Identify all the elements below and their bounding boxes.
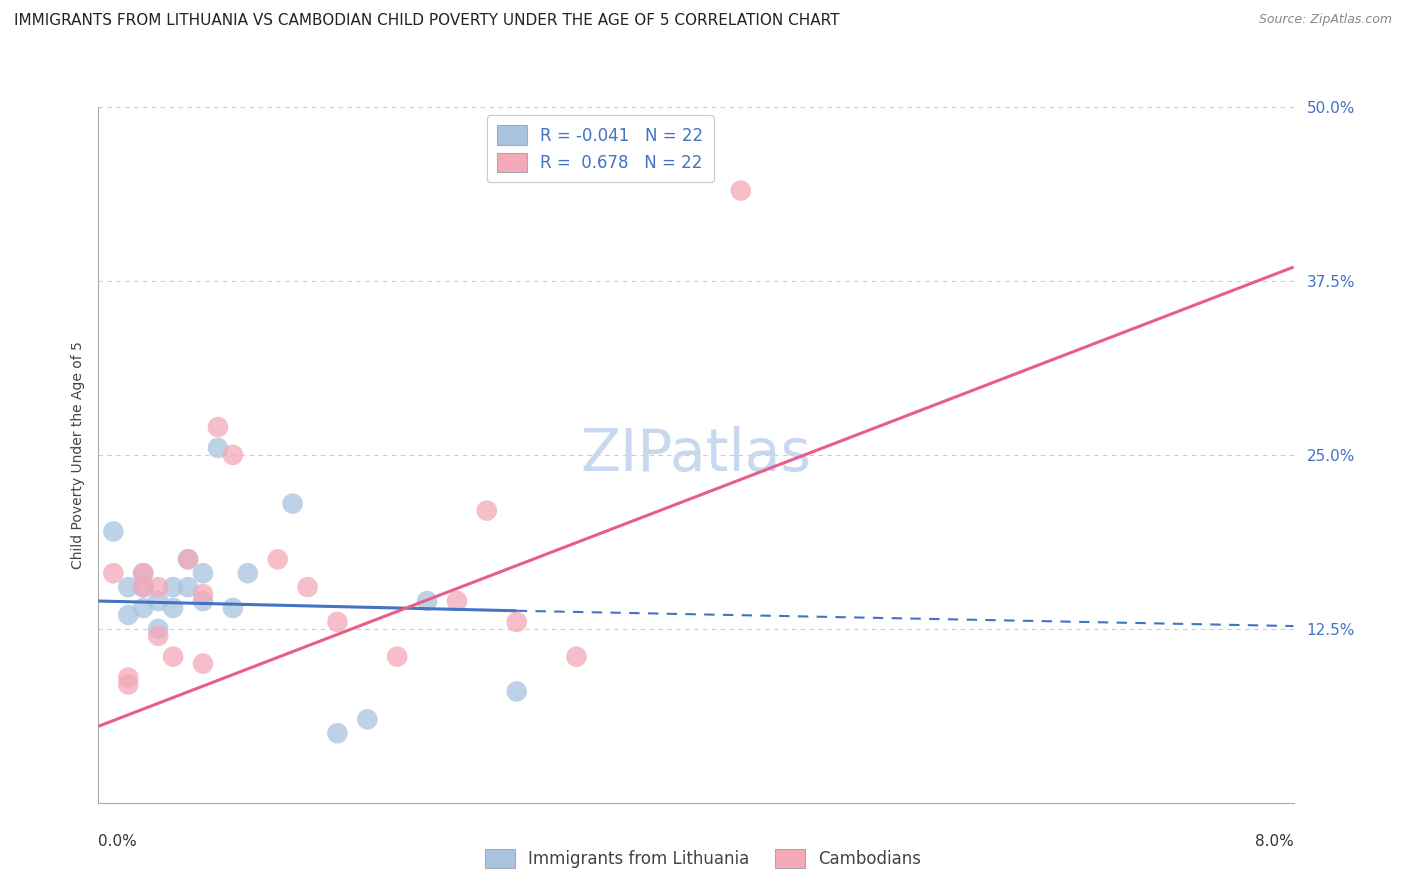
Point <box>297 580 319 594</box>
Point <box>281 497 304 511</box>
Point <box>326 615 349 629</box>
Point <box>222 448 245 462</box>
Point <box>236 566 259 581</box>
Text: 0.0%: 0.0% <box>98 834 138 849</box>
Point <box>475 503 498 517</box>
Point <box>117 671 139 685</box>
Point <box>177 580 200 594</box>
Point <box>191 657 214 671</box>
Point <box>506 684 529 698</box>
Y-axis label: Child Poverty Under the Age of 5: Child Poverty Under the Age of 5 <box>70 341 84 569</box>
Point <box>148 594 170 608</box>
Point <box>117 607 139 622</box>
Point <box>132 601 155 615</box>
Point <box>132 580 155 594</box>
Point <box>267 552 290 566</box>
Point <box>132 580 155 594</box>
Point <box>117 677 139 691</box>
Point <box>222 601 245 615</box>
Point <box>730 184 752 198</box>
Point <box>191 594 214 608</box>
Point <box>565 649 588 664</box>
Point <box>416 594 439 608</box>
Text: ZIPatlas: ZIPatlas <box>581 426 811 483</box>
Text: IMMIGRANTS FROM LITHUANIA VS CAMBODIAN CHILD POVERTY UNDER THE AGE OF 5 CORRELAT: IMMIGRANTS FROM LITHUANIA VS CAMBODIAN C… <box>14 13 839 29</box>
Point <box>148 580 170 594</box>
Point <box>446 594 468 608</box>
Point <box>103 566 125 581</box>
Text: 8.0%: 8.0% <box>1254 834 1294 849</box>
Point <box>356 712 378 726</box>
Point <box>207 420 229 434</box>
Text: Source: ZipAtlas.com: Source: ZipAtlas.com <box>1258 13 1392 27</box>
Point <box>148 622 170 636</box>
Point <box>506 615 529 629</box>
Point <box>117 580 139 594</box>
Point <box>132 566 155 581</box>
Point <box>132 566 155 581</box>
Point <box>385 649 409 664</box>
Point <box>177 552 200 566</box>
Point <box>177 552 200 566</box>
Point <box>148 629 170 643</box>
Point <box>162 580 184 594</box>
Point <box>162 649 184 664</box>
Point <box>191 566 214 581</box>
Legend: R = -0.041   N = 22, R =  0.678   N = 22: R = -0.041 N = 22, R = 0.678 N = 22 <box>486 115 714 182</box>
Point <box>191 587 214 601</box>
Point <box>162 601 184 615</box>
Point <box>103 524 125 539</box>
Legend: Immigrants from Lithuania, Cambodians: Immigrants from Lithuania, Cambodians <box>478 842 928 875</box>
Point <box>326 726 349 740</box>
Point <box>207 441 229 455</box>
